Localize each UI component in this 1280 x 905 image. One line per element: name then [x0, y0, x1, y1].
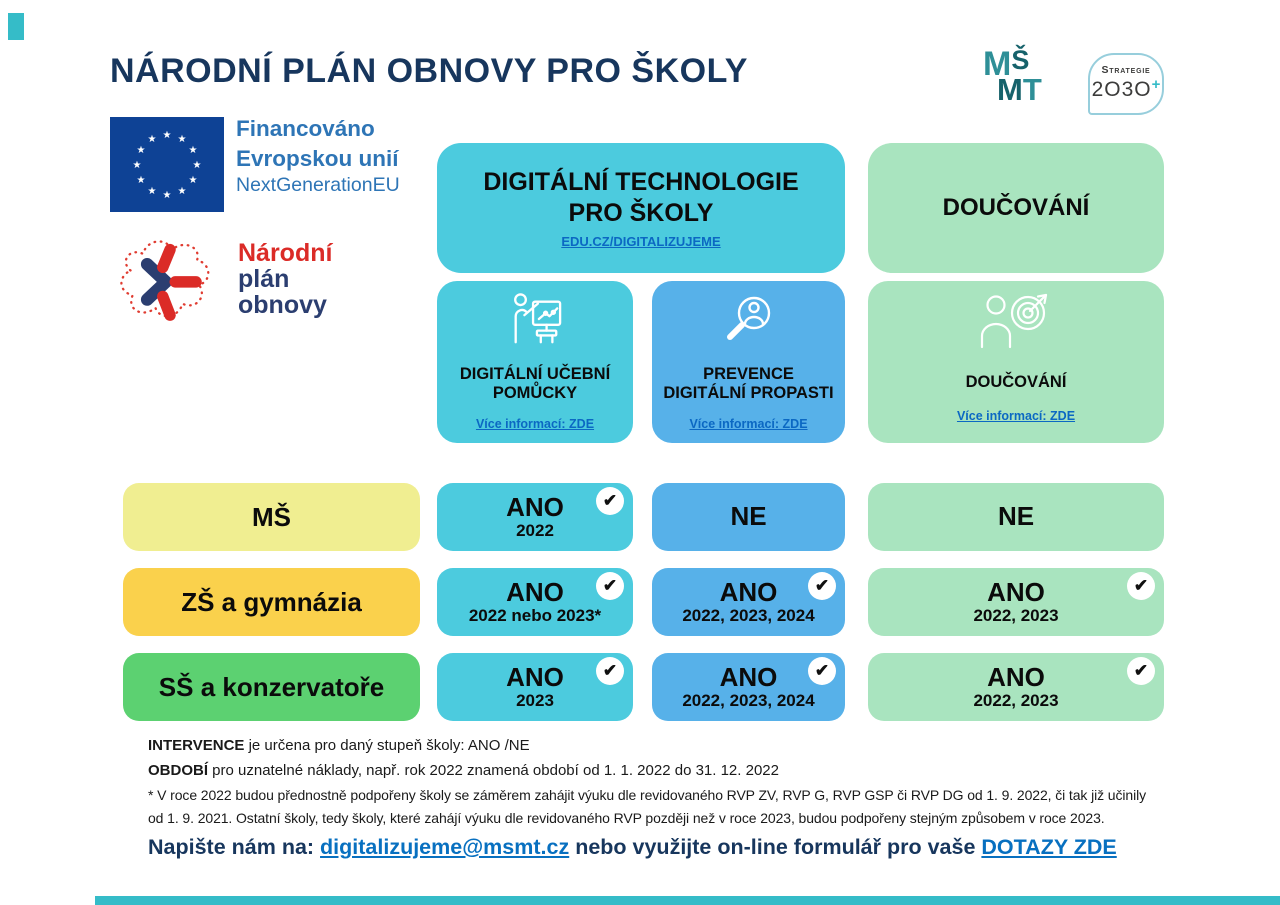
note-intervence: INTERVENCE je určena pro daný stupeň ško… — [148, 737, 530, 754]
svg-text:★: ★ — [178, 134, 187, 145]
subbox-prevence-digitalni-propasti: PREVENCE DIGITÁLNÍ PROPASTI Více informa… — [652, 281, 845, 443]
note-asterisk-line2: od 1. 9. 2021. Ostatní školy, tedy školy… — [148, 810, 1105, 826]
cell-period: 2022, 2023, 2024 — [682, 605, 815, 625]
magnifier-person-icon — [720, 289, 778, 351]
strategie-logo-word: Strategie — [1101, 64, 1151, 76]
npo-logo-line1: Národní — [238, 239, 333, 267]
check-icon: ✔ — [596, 487, 624, 515]
cell-answer: ANO — [719, 576, 778, 607]
strategie-2030-logo: Strategie 2O3O+ — [1088, 53, 1164, 115]
cell-ss-doucovani: ANO 2022, 2023 ✔ — [868, 653, 1164, 721]
cell-ms-digitalni-pomucky: ANO 2022 ✔ — [437, 483, 633, 551]
npo-logo-icon — [100, 233, 238, 337]
check-icon: ✔ — [1127, 657, 1155, 685]
cell-answer: ANO — [506, 576, 564, 607]
row-label-zs-a-gymnazia: ZŠ a gymnázia — [123, 568, 420, 636]
check-icon: ✔ — [808, 657, 836, 685]
contact-middle: nebo využijte on-line formulář pro vaše — [569, 835, 982, 859]
page-title: NÁRODNÍ PLÁN OBNOVY PRO ŠKOLY — [110, 52, 748, 90]
strategie-logo-year: 2O3O — [1091, 78, 1152, 101]
row-label-ms: MŠ — [123, 483, 420, 551]
npo-logo-line3: obnovy — [238, 291, 327, 319]
cell-period: 2022 — [516, 520, 554, 540]
header-digital-title-line2: PRO ŠKOLY — [568, 198, 714, 227]
cell-period: 2022, 2023 — [973, 605, 1059, 625]
more-info-link-digitalni-pomucky[interactable]: Více informací: ZDE — [475, 417, 595, 431]
eu-funding-line3: NextGenerationEU — [236, 174, 400, 197]
subbox-title: DOUČOVÁNÍ — [965, 373, 1067, 392]
svg-text:★: ★ — [189, 175, 198, 186]
svg-text:★: ★ — [189, 145, 198, 156]
eu-stars-icon: ★ ★ ★ ★ ★ ★ ★ ★ ★ ★ ★ ★ — [133, 130, 202, 201]
header-digital-title-line1: DIGITÁLNÍ TECHNOLOGIE — [483, 168, 799, 196]
cell-answer: ANO — [506, 661, 564, 692]
person-target-icon — [977, 289, 1055, 351]
cell-answer: ANO — [719, 661, 778, 692]
email-link[interactable]: digitalizujeme@msmt.cz — [320, 835, 570, 859]
presenter-board-icon — [504, 289, 566, 351]
more-info-link-doucovani[interactable]: Více informací: ZDE — [956, 409, 1076, 423]
cell-period: 2023 — [516, 690, 554, 710]
header-doucovani-title: DOUČOVÁNÍ — [942, 194, 1090, 221]
npo-logo-line2: plán — [238, 265, 290, 293]
cell-answer: ANO — [987, 576, 1045, 607]
msmt-logo-line2: MT — [997, 71, 1042, 107]
eu-funding-line2: Evropskou unií — [236, 145, 399, 171]
header-doucovani: DOUČOVÁNÍ — [868, 143, 1164, 273]
more-info-link-prevence-propasti[interactable]: Více informací: ZDE — [689, 417, 808, 431]
check-icon: ✔ — [1127, 572, 1155, 600]
svg-text:★: ★ — [163, 130, 172, 141]
cell-answer: ANO — [987, 661, 1045, 692]
check-icon: ✔ — [596, 657, 624, 685]
note-obdobi: OBDOBÍ pro uznatelné náklady, např. rok … — [148, 762, 779, 779]
cell-answer: NE — [997, 501, 1035, 532]
footnotes: INTERVENCE je určena pro daný stupeň ško… — [148, 737, 1163, 833]
npo-logo-text: Národní plán obnovy — [238, 240, 332, 318]
subbox-digitalni-ucebni-pomucky: DIGITÁLNÍ UČEBNÍ POMŮCKY Více informací:… — [437, 281, 633, 443]
cell-ms-prevence-propasti: NE ✔ — [652, 483, 845, 551]
eu-funding-text: Financováno Evropskou unií NextGeneratio… — [236, 114, 400, 199]
cell-ss-prevence-propasti: ANO 2022, 2023, 2024 ✔ — [652, 653, 845, 721]
cell-zs-doucovani: ANO 2022, 2023 ✔ — [868, 568, 1164, 636]
cell-zs-digitalni-pomucky: ANO 2022 nebo 2023* ✔ — [437, 568, 633, 636]
svg-text:★: ★ — [178, 186, 187, 197]
strategie-logo-plus: + — [1151, 76, 1161, 93]
svg-text:★: ★ — [148, 186, 157, 197]
subbox-title: DIGITÁLNÍ UČEBNÍ POMŮCKY — [459, 364, 611, 402]
contact-prefix: Napište nám na: — [148, 835, 321, 859]
row-label-ss-a-konzervatore: SŠ a konzervatoře — [123, 653, 420, 721]
check-icon: ✔ — [596, 572, 624, 600]
cell-zs-prevence-propasti: ANO 2022, 2023, 2024 ✔ — [652, 568, 845, 636]
msmt-logo-line1: MŠ — [983, 45, 1030, 83]
eu-flag: ★ ★ ★ ★ ★ ★ ★ ★ ★ ★ ★ ★ — [110, 117, 224, 212]
svg-text:★: ★ — [137, 175, 146, 186]
cell-ss-digitalni-pomucky: ANO 2023 ✔ — [437, 653, 633, 721]
svg-text:★: ★ — [133, 160, 142, 171]
cell-period: 2022, 2023, 2024 — [682, 690, 815, 710]
contact-line: Napište nám na: digitalizujeme@msmt.cz n… — [148, 835, 1117, 860]
cell-answer: NE — [730, 501, 767, 532]
check-icon: ✔ — [808, 572, 836, 600]
svg-text:★: ★ — [193, 160, 202, 171]
msmt-logo: MŠ MT — [983, 45, 1071, 122]
cell-period: 2022, 2023 — [973, 690, 1059, 710]
subbox-title: PREVENCE DIGITÁLNÍ PROPASTI — [663, 364, 834, 402]
cell-answer: ANO — [506, 491, 564, 522]
header-digital-technologie: DIGITÁLNÍ TECHNOLOGIE PRO ŠKOLY EDU.CZ/D… — [437, 143, 845, 273]
svg-text:★: ★ — [148, 134, 157, 145]
cell-ms-doucovani: NE ✔ — [868, 483, 1164, 551]
eu-funding-line1: Financováno — [236, 116, 375, 141]
svg-text:★: ★ — [163, 190, 172, 201]
dotazy-zde-link[interactable]: DOTAZY ZDE — [981, 835, 1117, 859]
svg-text:★: ★ — [137, 145, 146, 156]
subbox-doucovani: DOUČOVÁNÍ Více informací: ZDE — [868, 281, 1164, 443]
edu-cz-digitalizujeme-link[interactable]: EDU.CZ/DIGITALIZUJEME — [561, 234, 721, 249]
slide-edge-corner — [8, 13, 24, 40]
cell-period: 2022 nebo 2023* — [468, 605, 602, 625]
note-asterisk-line1: * V roce 2022 budou přednostně podpořeny… — [148, 787, 1147, 803]
slide-edge-bottom-bar — [95, 896, 1280, 905]
